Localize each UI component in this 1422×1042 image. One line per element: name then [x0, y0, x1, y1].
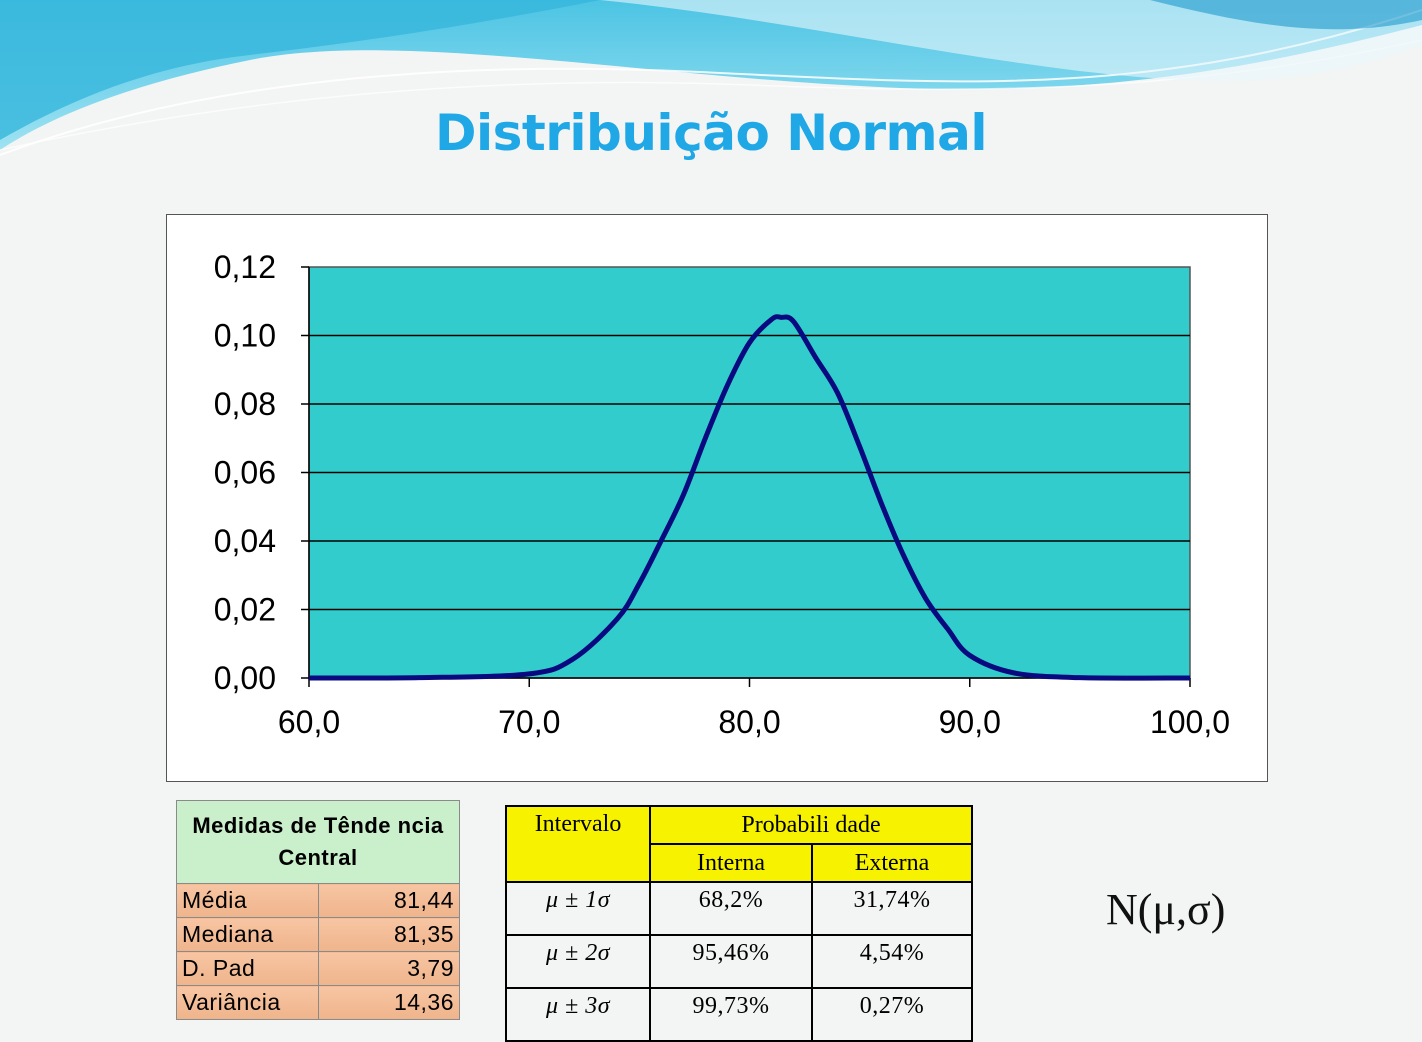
- medidas-row: D. Pad 3,79: [176, 951, 460, 986]
- externa-cell: 4,54%: [811, 934, 973, 989]
- normal-curve-line: [308, 314, 1191, 681]
- medidas-value: 3,79: [318, 951, 460, 986]
- intervalo-header: Intervalo: [505, 805, 651, 883]
- medidas-value: 14,36: [318, 985, 460, 1020]
- externa-cell: 0,27%: [811, 987, 973, 1042]
- x-tick-labels: 60,0 70,0 80,0 90,0 100,0: [278, 704, 1230, 740]
- interval-cell: μ ± 1σ: [505, 881, 651, 936]
- prob-row: μ ± 1σ 68,2% 31,74%: [505, 881, 973, 936]
- interval-cell: μ ± 2σ: [505, 934, 651, 989]
- medidas-row: Variância 14,36: [176, 985, 460, 1020]
- y-tick-label: 0,04: [214, 523, 276, 559]
- y-tick-label: 0,06: [214, 455, 276, 491]
- x-tick-label: 100,0: [1150, 704, 1230, 740]
- y-tick-label: 0,08: [214, 386, 276, 422]
- x-tick-label: 60,0: [278, 704, 340, 740]
- medidas-value: 81,44: [318, 883, 460, 918]
- interna-cell: 95,46%: [649, 934, 813, 989]
- interna-cell: 99,73%: [649, 987, 813, 1042]
- externa-cell: 31,74%: [811, 881, 973, 936]
- probability-table: Intervalo Probabili dade Interna Externa…: [505, 805, 973, 1042]
- y-tick-label: 0,02: [214, 592, 276, 628]
- y-tick-label: 0,10: [214, 318, 276, 354]
- interval-cell: μ ± 3σ: [505, 987, 651, 1042]
- prob-row: μ ± 3σ 99,73% 0,27%: [505, 987, 973, 1042]
- gridlines: [309, 334, 1190, 611]
- probabilidade-header: Probabili dade: [649, 805, 973, 845]
- medidas-value: 81,35: [318, 917, 460, 952]
- medidas-header-line2: Central: [278, 845, 358, 870]
- medidas-table: Medidas de Tênde ncia Central Média 81,4…: [176, 800, 460, 1020]
- normal-notation: N(μ,σ): [1106, 885, 1226, 934]
- slide-title: Distribuição Normal: [434, 104, 988, 162]
- medidas-header-line1: Medidas de Tênde ncia: [192, 813, 444, 838]
- y-tick-label: 0,00: [214, 660, 276, 696]
- x-tick-label: 80,0: [718, 704, 780, 740]
- medidas-label: Média: [176, 883, 319, 918]
- x-tick-label: 70,0: [498, 704, 560, 740]
- medidas-label: Variância: [176, 985, 319, 1020]
- interna-header: Interna: [649, 843, 813, 883]
- decorative-wave-header: [0, 0, 1422, 156]
- medidas-label: D. Pad: [176, 951, 319, 986]
- medidas-row: Mediana 81,35: [176, 917, 460, 952]
- medidas-header: Medidas de Tênde ncia Central: [176, 800, 460, 884]
- prob-row: μ ± 2σ 95,46% 4,54%: [505, 934, 973, 989]
- y-tick-label: 0,12: [214, 249, 276, 285]
- interna-cell: 68,2%: [649, 881, 813, 936]
- y-tick-labels: 0,00 0,02 0,04 0,06 0,08 0,10 0,12: [214, 249, 276, 696]
- medidas-label: Mediana: [176, 917, 319, 952]
- medidas-row: Média 81,44: [176, 883, 460, 918]
- externa-header: Externa: [811, 843, 973, 883]
- x-tick-label: 90,0: [939, 704, 1001, 740]
